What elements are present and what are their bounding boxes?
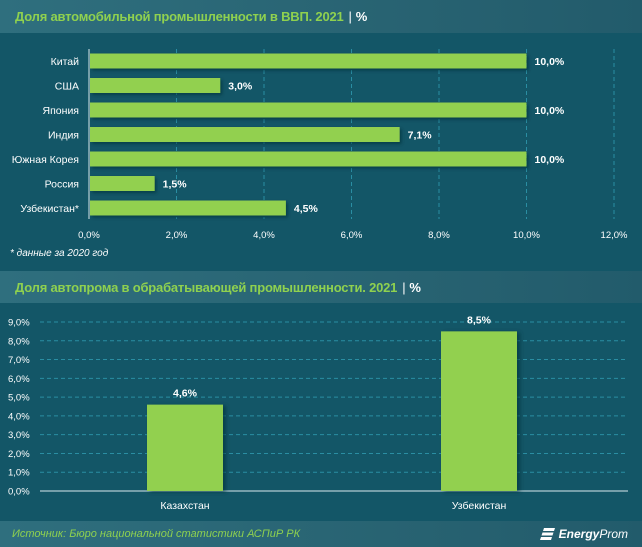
x-tick-label: 4,0% <box>253 230 275 241</box>
data-label: 4,5% <box>294 203 319 215</box>
data-label: 10,0% <box>535 105 565 117</box>
x-tick-label: 6,0% <box>341 230 363 241</box>
x-tick-label: 10,0% <box>513 230 540 241</box>
data-label: 4,6% <box>173 388 198 400</box>
bar <box>90 127 400 142</box>
bar <box>90 102 527 118</box>
y-tick-label: 3,0% <box>8 430 30 441</box>
title-separator: | <box>402 279 406 295</box>
y-tick-label: 7,0% <box>8 355 30 366</box>
chart1-horizontal-bar: 0,0% 2,0% 4,0% 6,0% 8,0% 10,0% 12,0% Китай 10,0%… <box>12 49 628 241</box>
source-text: Источник: Бюро национальной статистики А… <box>12 528 301 540</box>
y-tick-label: 9,0% <box>8 318 30 329</box>
bar <box>90 78 221 93</box>
bar <box>90 53 527 69</box>
brand-name-bold: Energy <box>558 527 600 541</box>
y-tick-label: 4,0% <box>8 411 30 422</box>
y-tick-label: 2,0% <box>8 449 30 460</box>
footer: Источник: Бюро национальной статистики А… <box>0 521 642 547</box>
energyprom-logo-icon <box>539 528 555 540</box>
category-label: Китай <box>51 56 80 68</box>
bar <box>90 176 155 191</box>
data-label: 8,5% <box>467 314 492 326</box>
brand-logo: EnergyProm <box>539 527 628 541</box>
bar <box>147 404 223 491</box>
data-label: 3,0% <box>228 81 253 93</box>
chart1-unit: % <box>355 9 368 24</box>
y-tick-label: 6,0% <box>8 374 30 385</box>
category-label: Россия <box>45 179 79 191</box>
category-label: Казахстан <box>160 500 209 512</box>
footnote: * данные за 2020 год <box>10 248 109 259</box>
category-label: Япония <box>43 105 79 117</box>
brand-name-light: Prom <box>599 527 628 541</box>
category-label: Южная Корея <box>12 154 79 166</box>
data-label: 10,0% <box>535 56 565 68</box>
chart2-header: Доля автопрома в обрабатывающей промышле… <box>0 271 642 303</box>
chart1-title: Доля автомобильной промышленности в ВВП.… <box>15 9 344 24</box>
y-tick-label: 8,0% <box>8 336 30 347</box>
x-tick-label: 12,0% <box>601 230 628 241</box>
x-tick-label: 8,0% <box>428 230 450 241</box>
y-tick-label: 1,0% <box>8 468 30 479</box>
x-tick-label: 0,0% <box>78 230 100 241</box>
category-label: США <box>55 81 79 93</box>
category-label: Индия <box>48 130 79 142</box>
chart1-header: Доля автомобильной промышленности в ВВП.… <box>0 0 642 33</box>
title-separator: | <box>348 9 352 24</box>
x-tick-label: 2,0% <box>166 230 188 241</box>
bar <box>90 151 527 167</box>
data-label: 1,5% <box>163 179 188 191</box>
bar <box>441 331 517 491</box>
category-label: Узбекистан <box>452 500 507 512</box>
chart2-unit: % <box>409 279 421 295</box>
chart2-title: Доля автопрома в обрабатывающей промышле… <box>15 279 398 295</box>
bar <box>90 200 286 216</box>
data-label: 10,0% <box>535 154 565 166</box>
data-label: 7,1% <box>408 130 433 142</box>
y-tick-label: 0,0% <box>8 487 30 498</box>
category-label: Узбекистан* <box>20 203 79 215</box>
y-tick-label: 5,0% <box>8 393 30 404</box>
